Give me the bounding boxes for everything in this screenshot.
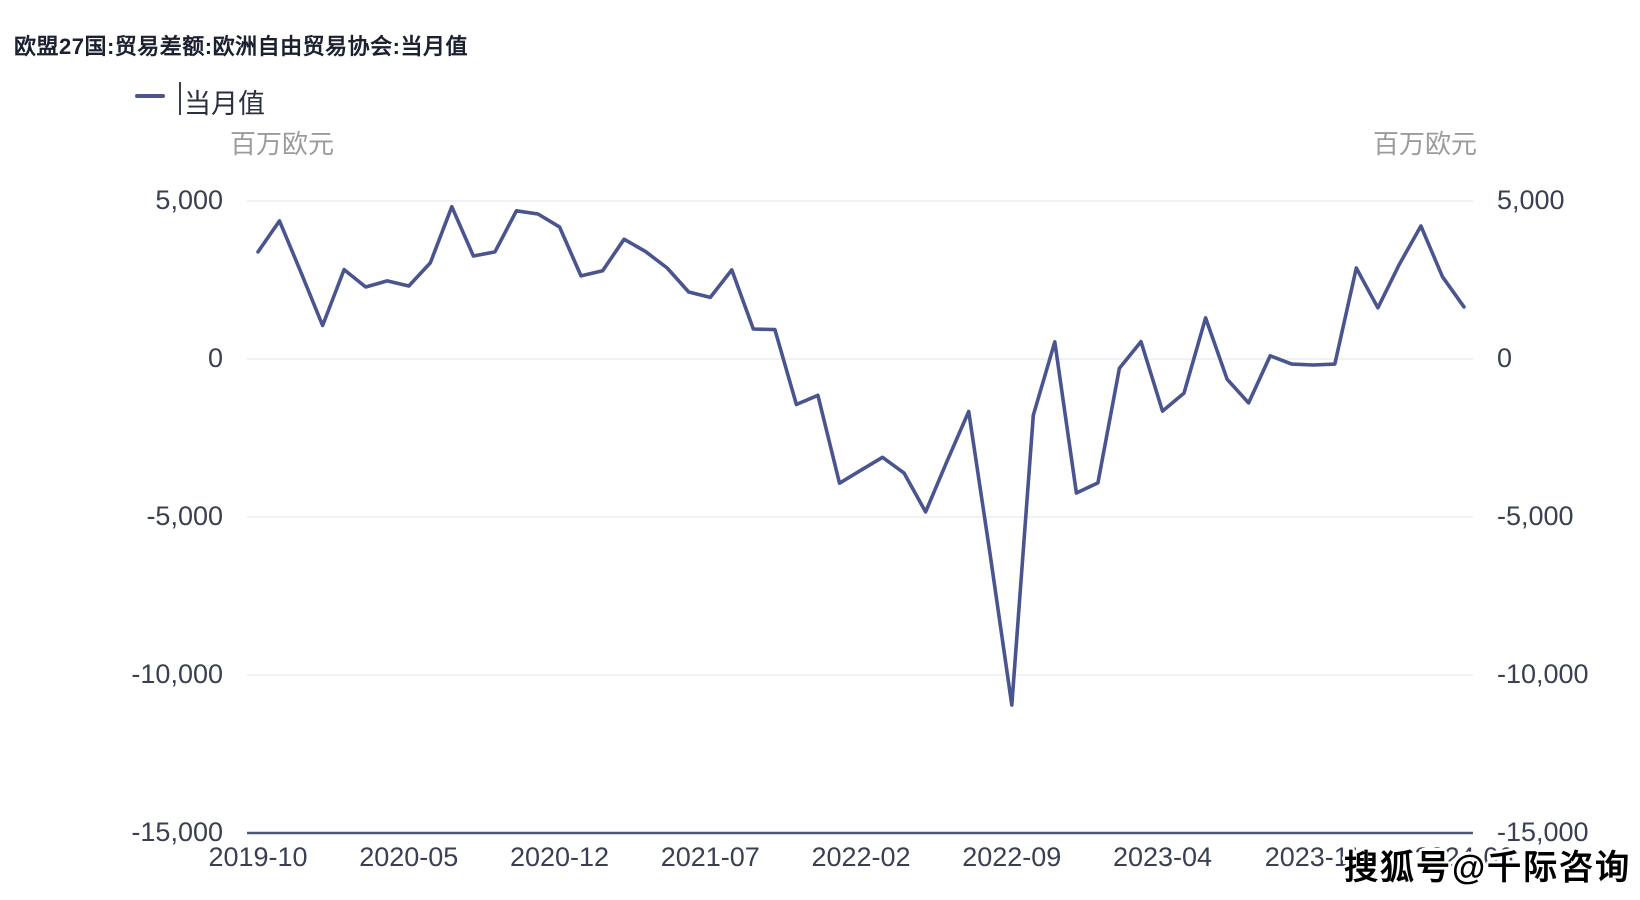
x-axis-tick-label: 2022-02 xyxy=(811,842,911,872)
text-caret xyxy=(179,82,181,115)
x-axis-tick-label: 2023-04 xyxy=(1112,842,1213,872)
x-axis-tick-label: 2022-09 xyxy=(962,842,1062,872)
y-axis-tick-label-left: 0 xyxy=(207,343,223,373)
y-axis-unit-right: 百万欧元 xyxy=(1372,129,1477,159)
y-axis-tick-label-left: -15,000 xyxy=(131,817,223,847)
x-axis-tick-label: 2021-07 xyxy=(660,842,760,872)
legend-label: 当月值 xyxy=(184,89,265,119)
y-axis-tick-label-right: 5,000 xyxy=(1497,185,1565,215)
y-axis-tick-label-left: -10,000 xyxy=(131,659,223,689)
x-axis-tick-label: 2020-12 xyxy=(509,842,610,872)
watermark: 搜狐号@千际咨询 xyxy=(1344,849,1632,887)
x-axis-tick-label: 2019-10 xyxy=(208,842,308,872)
y-axis-tick-label-left: 5,000 xyxy=(155,185,223,215)
x-axis-tick-label: 2020-05 xyxy=(359,842,459,872)
y-axis-tick-label-right: -10,000 xyxy=(1497,659,1589,689)
legend-line-swatch xyxy=(135,94,165,98)
y-axis-tick-label-right: -15,000 xyxy=(1497,817,1589,847)
x-axis-tick-label: 2024-06 xyxy=(1414,842,1514,872)
series-line xyxy=(256,204,1466,707)
y-axis-unit-left: 百万欧元 xyxy=(230,129,335,159)
x-axis-tick-label: 2023-11 xyxy=(1264,842,1362,872)
y-axis-tick-label-left: -5,000 xyxy=(146,501,223,531)
y-axis-tick-label-right: -5,000 xyxy=(1497,501,1574,531)
y-axis-tick-label-right: 0 xyxy=(1497,343,1513,373)
chart-title: 欧盟27国:贸易差额:欧洲自由贸易协会:当月值 xyxy=(14,34,468,59)
